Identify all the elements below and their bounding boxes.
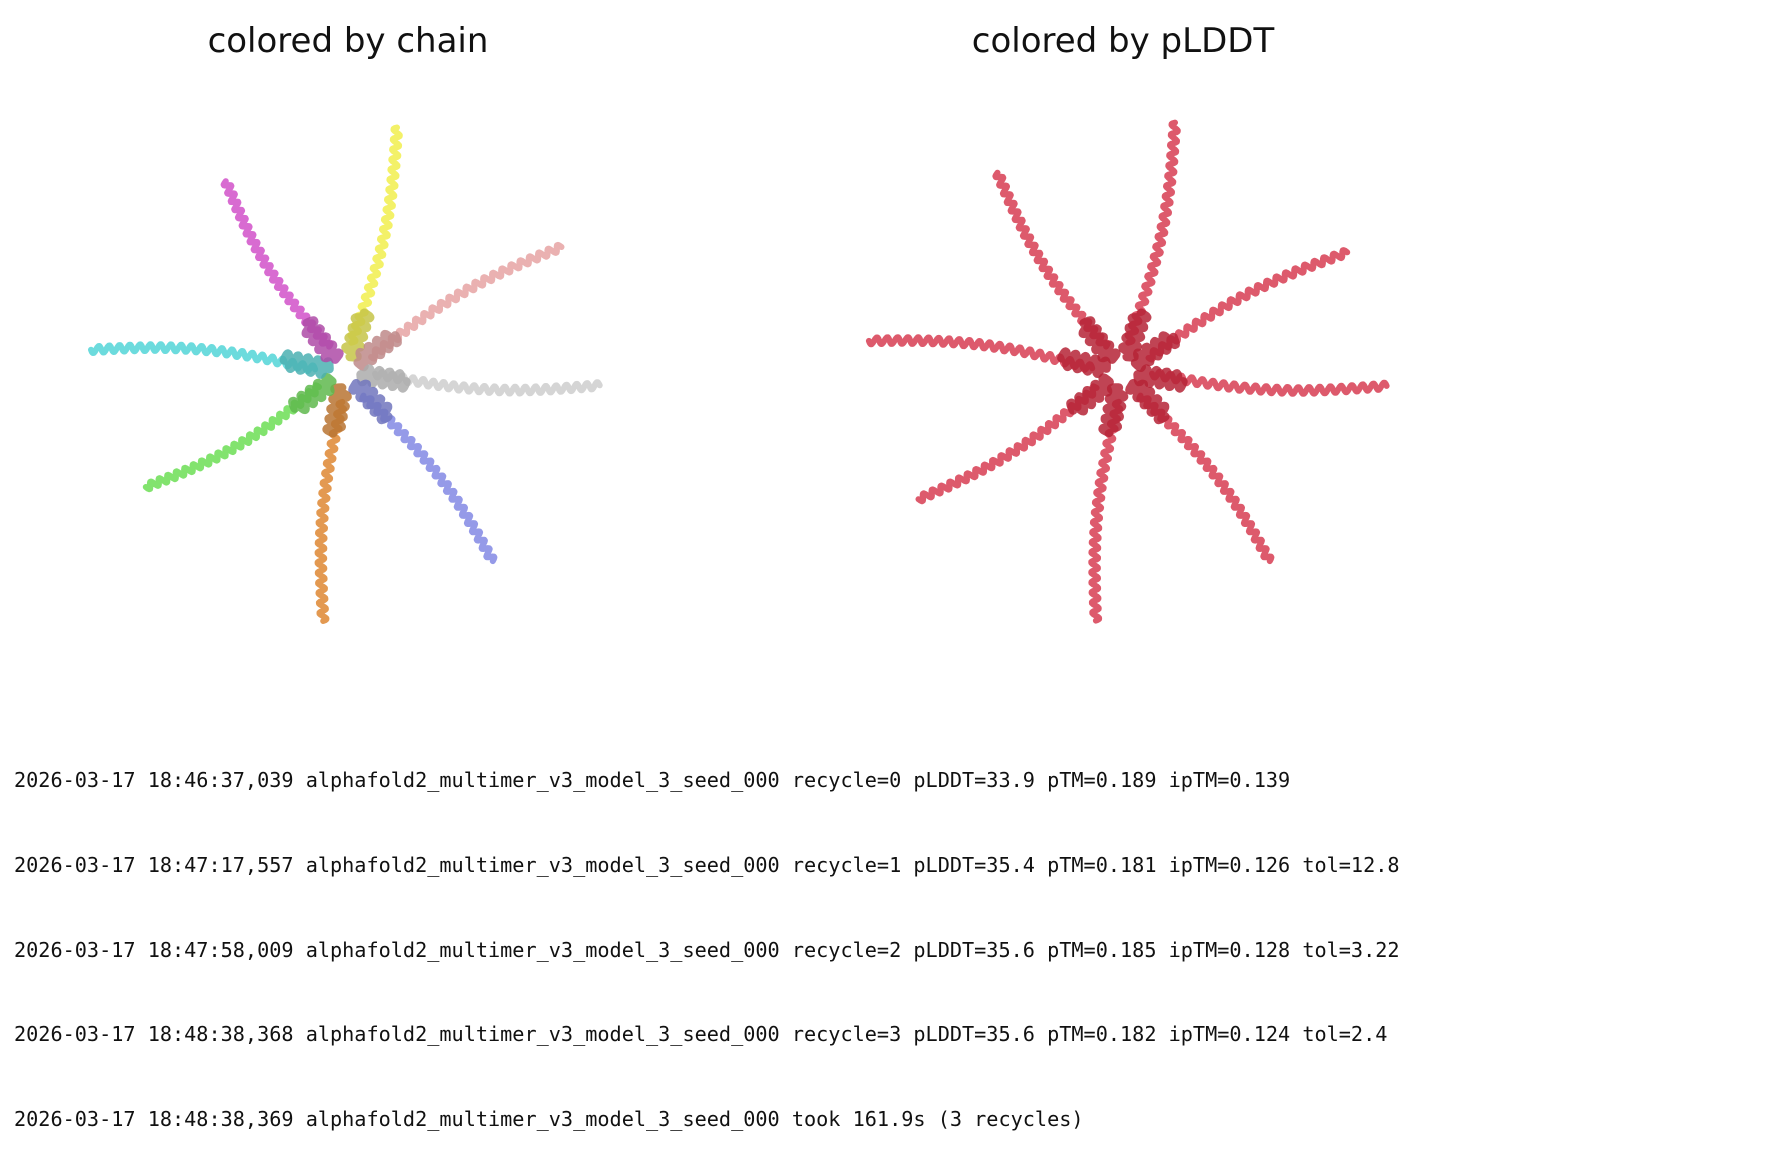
- plddt-panel-core-5: [1066, 373, 1114, 416]
- structure-panel-chain: [88, 124, 603, 624]
- log-line: 2026-03-17 18:47:58,009 alphafold2_multi…: [14, 937, 1400, 962]
- plddt-panel-core-3: [1125, 379, 1170, 425]
- plddt-panel-core-7: [1078, 316, 1121, 364]
- plddt-panel-chain-1: [1145, 247, 1351, 363]
- chain-panel-core-7: [301, 316, 344, 364]
- chain-panel-chain-0: [347, 124, 403, 346]
- log-line: 2026-03-17 18:48:38,369 alphafold2_multi…: [14, 1106, 1084, 1131]
- output-figure: colored by chain colored by pLDDT: [88, 0, 1390, 624]
- chain-panel-core-5: [288, 372, 337, 415]
- panel-title-plddt: colored by pLDDT: [972, 21, 1275, 61]
- plddt-panel-core-4: [1098, 383, 1129, 438]
- chain-panel-core-0: [341, 308, 375, 362]
- chain-panel-chain-6: [88, 341, 319, 375]
- panel-title-chain: colored by chain: [208, 21, 489, 61]
- plddt-panel-core-6: [1057, 347, 1111, 378]
- structure-panel-plddt: [865, 119, 1390, 624]
- plddt-panel-chain-4: [1088, 398, 1124, 624]
- log-line: 2026-03-17 18:46:37,039 alphafold2_multi…: [14, 768, 1291, 793]
- plddt-panel-chain-0: [1124, 119, 1181, 346]
- chain-panel-chain-2: [372, 368, 603, 397]
- clipped-figure-header: [380, 0, 1280, 6]
- chain-panel-core-2: [356, 364, 411, 393]
- chain-panel-core-1: [353, 329, 402, 372]
- log-line: 2026-03-17 18:47:17,557 alphafold2_multi…: [14, 853, 1400, 877]
- chain-panel-chain-4: [314, 398, 348, 624]
- chain-panel-core-3: [348, 379, 393, 425]
- figure-canvas: colored by chain colored by pLDDT: [88, 0, 1390, 624]
- chain-panel-core-6: [279, 349, 334, 379]
- log-output: 2026-03-17 18:46:37,039 alphafold2_multi…: [14, 710, 1754, 1161]
- plddt-panel-core-1: [1130, 331, 1180, 372]
- chain-panel-core-4: [322, 383, 352, 438]
- log-line: 2026-03-17 18:48:38,368 alphafold2_multi…: [14, 1022, 1388, 1047]
- plddt-panel-core-0: [1118, 308, 1152, 362]
- plddt-panel-chain-2: [1149, 368, 1390, 397]
- chain-panel-chain-1: [368, 241, 565, 362]
- plddt-panel-chain-6: [865, 334, 1096, 373]
- plddt-panel-core-2: [1133, 364, 1188, 393]
